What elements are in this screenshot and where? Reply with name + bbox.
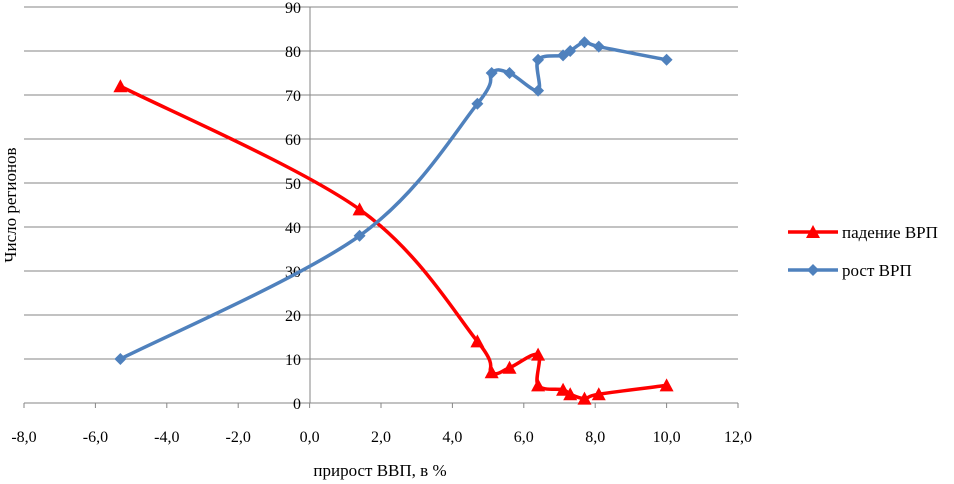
legend-label: падение ВРП bbox=[842, 223, 938, 242]
data-point bbox=[578, 36, 591, 49]
data-point bbox=[556, 382, 571, 396]
gridlines bbox=[24, 6, 738, 360]
x-tick-label: 10,0 bbox=[653, 429, 681, 446]
data-point bbox=[352, 202, 367, 216]
y-tick-label: 10 bbox=[285, 352, 301, 369]
series-layer bbox=[113, 36, 674, 405]
x-tick-label: -2,0 bbox=[226, 429, 251, 446]
x-tick-label: -4,0 bbox=[154, 429, 179, 446]
x-tick-label: 4,0 bbox=[442, 429, 462, 446]
data-point bbox=[660, 53, 673, 66]
data-point bbox=[532, 84, 545, 97]
y-tick-label: 40 bbox=[285, 220, 301, 237]
series-line bbox=[119, 40, 667, 361]
data-point bbox=[531, 378, 546, 392]
data-point bbox=[592, 40, 605, 53]
x-tick-label: 0,0 bbox=[300, 429, 320, 446]
y-tick-label: 80 bbox=[285, 44, 301, 61]
x-tick-label: 2,0 bbox=[371, 429, 391, 446]
legend-marker bbox=[806, 225, 820, 238]
data-point bbox=[531, 347, 546, 361]
y-tick-label: 60 bbox=[285, 132, 301, 149]
data-point bbox=[113, 79, 128, 93]
y-tick-label: 20 bbox=[285, 308, 301, 325]
data-point bbox=[659, 378, 674, 392]
data-point bbox=[564, 45, 577, 57]
y-tick-label: 70 bbox=[285, 88, 301, 105]
data-point bbox=[484, 365, 499, 379]
data-point bbox=[353, 229, 366, 242]
x-tick-label: -6,0 bbox=[83, 429, 108, 446]
y-tick-label: 50 bbox=[285, 176, 301, 193]
data-point bbox=[577, 391, 592, 405]
data-point bbox=[485, 67, 498, 79]
series-line bbox=[119, 84, 667, 401]
x-tick-label: 12,0 bbox=[724, 429, 752, 446]
data-point bbox=[471, 97, 484, 110]
legend-marker bbox=[807, 264, 819, 276]
data-point bbox=[470, 334, 485, 348]
x-tick-label: -8,0 bbox=[11, 429, 36, 446]
data-point bbox=[503, 67, 516, 79]
axes: -8,0 -6,0 -4,0 -2,0 0,0 2,0 4,0 6,0 8,0 10,0 12,0 0… bbox=[11, 0, 752, 446]
legend-label: рост ВРП bbox=[842, 261, 912, 280]
x-axis-title: прирост ВВП, в % bbox=[313, 461, 446, 480]
x-tick-label: 6,0 bbox=[514, 429, 534, 446]
data-point bbox=[532, 53, 545, 66]
series-1 bbox=[114, 36, 673, 365]
legend: падение ВРП рост ВРП bbox=[788, 223, 938, 280]
x-tick-label: 8,0 bbox=[585, 429, 605, 446]
data-point bbox=[502, 360, 517, 374]
data-point bbox=[114, 353, 127, 365]
y-tick-label: 0 bbox=[293, 396, 301, 413]
data-point bbox=[591, 387, 606, 401]
y-axis-title: Число регионов bbox=[1, 147, 20, 262]
y-tick-label: 90 bbox=[285, 0, 301, 17]
data-point bbox=[563, 387, 578, 401]
series-0 bbox=[113, 79, 674, 405]
